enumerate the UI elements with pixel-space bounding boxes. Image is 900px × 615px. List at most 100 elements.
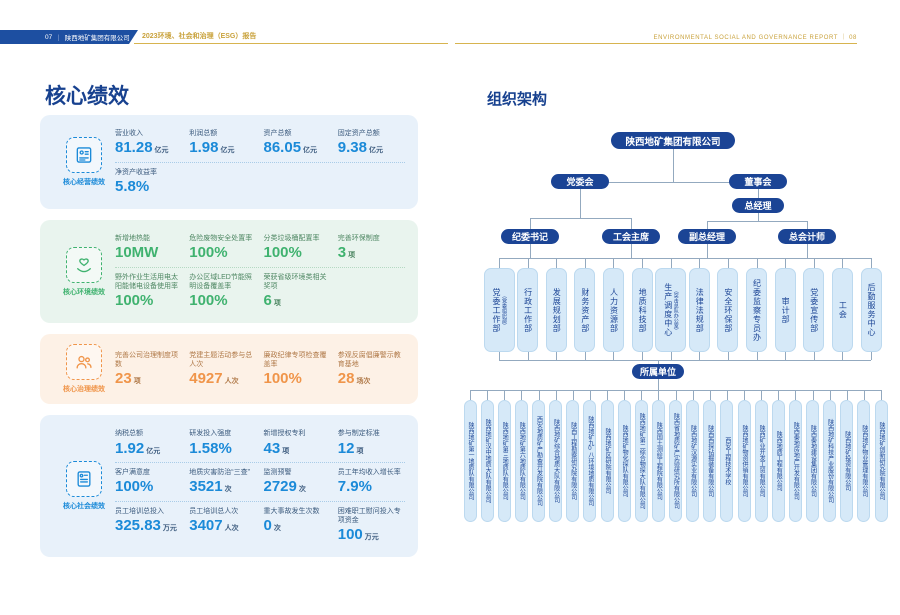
connector-line (727, 352, 729, 360)
stat-unit: 亿元 (368, 147, 383, 155)
connector-line (499, 258, 500, 268)
connector-line (499, 258, 871, 259)
header-divider: ｜ (55, 35, 62, 42)
org-department-name: 生产调度中心 (663, 283, 673, 337)
stat-value: 100% (263, 244, 302, 262)
org-department: 后勤服务中心 (860, 268, 882, 352)
stat-item: 新增授权专利 43 项 (264, 429, 331, 457)
kpi-card-label: 核心经营绩效 (63, 179, 105, 187)
connector-line (499, 352, 500, 360)
connector-line (829, 390, 831, 400)
org-subsidiary-name: 陕西地矿第二综合物探大队有限公司 (638, 413, 645, 509)
org-department: 人力资源部 (602, 268, 624, 352)
org-subsidiary: 陕西省地质矿产实验研究所有限公司 (669, 400, 682, 522)
org-subsidiary: 陕西地矿第二综合物探大队有限公司 (634, 400, 648, 522)
org-subsidiary: 陕西地矿汉源实业有限公司 (686, 400, 700, 522)
stat-label: 员工年均收入增长率 (337, 469, 401, 477)
org-subsidiary-name: 陕西地矿物业管理有限公司 (860, 425, 867, 497)
header-left-bar: 07 ｜ 陕西地矿集团有限公司 (0, 30, 138, 44)
org-department-name: 财务资产部 (580, 287, 590, 333)
connector-line (530, 218, 631, 219)
connector-line (589, 390, 591, 400)
stat-label: 监测预警 (263, 469, 292, 477)
kpi-card-icon-column: 核心经营绩效 (53, 125, 115, 199)
org-leader-3: 总会计师 (778, 229, 836, 244)
stat-unit: 项 (282, 447, 290, 455)
org-subsidiary: 陕西秦地建设集团有限公司 (806, 400, 819, 522)
connector-line (556, 258, 558, 268)
connector-line (624, 390, 626, 400)
stat-row: 野外作业生活用电太阳能储电设备使用率 100% 办公区域LED节能照明设备覆盖率 10… (115, 269, 405, 314)
connector-line (527, 258, 529, 268)
stat-label: 新增地热能 (115, 235, 150, 243)
connector-line (613, 352, 615, 360)
org-subsidiary-name: 陕西秦地建设集团有限公司 (809, 425, 816, 497)
connector-line (863, 390, 865, 400)
page-number-right: 08 (849, 34, 857, 41)
org-subsidiary-name: 陕西秦地房地产开发有限公司 (792, 422, 799, 500)
kpi-card-stats: 完善公司治理制度项数 23 项党建主题活动参与总人次 4927 人次 廉政纪律专项检查覆盖… (115, 344, 405, 394)
org-subsidiary-name: 陕西地质工程有限公司 (775, 431, 782, 491)
stat-item: 困难职工慰问投入专项资金 100 万元 (338, 507, 405, 544)
org-subsidiary: 西安地质矿产勘查开发院有限公司 (532, 400, 545, 522)
org-subsidiary-name: 陕西地矿投资有限公司 (843, 431, 850, 491)
stat-value: 1.98 亿元 (189, 139, 235, 157)
stat-value: 2729 次 (263, 478, 306, 496)
stat-item: 地质灾害防治“三查” 3521 次 (189, 468, 256, 496)
stat-value: 100 万元 (337, 525, 379, 543)
stat-label: 完善公司治理制度项数 (115, 352, 178, 369)
org-party-committee: 党委会 (551, 174, 609, 189)
org-department-name: 地质科技部 (638, 287, 648, 333)
org-subsidiary: 陕西地矿创新研究院有限公司 (874, 400, 888, 522)
org-subsidiary: 陕西地矿物业管理有限公司 (857, 400, 871, 522)
org-subsidiary: 陕西地矿区研院有限公司 (600, 400, 614, 522)
connector-line (499, 360, 871, 361)
stat-value: 9.38 亿元 (337, 139, 383, 157)
report-title-en-text: ENVIRONMENTAL SOCIAL AND GOVERNANCE REPO… (653, 34, 838, 41)
org-department: 地质科技部 (631, 268, 653, 352)
stat-label: 办公区域LED节能照明设备覆盖率 (189, 273, 252, 290)
org-subsidiary: 陕西矿业开发工贸有限公司 (754, 400, 768, 522)
stat-label: 参观反腐倡廉警示教育基地 (337, 352, 401, 369)
stat-item: 重大事故发生次数 0 次 (264, 507, 331, 544)
connector-line (807, 244, 808, 258)
org-subsidiary: 陕西地矿投资有限公司 (840, 400, 854, 522)
org-department: 审计部 (774, 268, 796, 352)
stat-item: 净资产收益率 5.8% (115, 168, 182, 196)
stat-item: 完善环保制度 3 项 (338, 234, 405, 262)
stat-label: 廉政纪律专项检查覆盖率 (263, 352, 327, 369)
stat-item: 办公区域LED节能照明设备覆盖率 100% (189, 273, 256, 310)
org-department-name: 党委工作部 (492, 287, 501, 333)
connector-line (785, 352, 787, 360)
stat-label: 固定资产总额 (337, 130, 380, 137)
stat-value: 100% (115, 291, 154, 309)
stat-item: 参与制定标准 12 项 (338, 429, 405, 457)
stat-label: 困难职工慰问投入专项资金 (337, 507, 401, 524)
stat-value: 10MW (115, 244, 159, 262)
stat-label: 危险废物安全处置率 (189, 235, 253, 243)
connector-line (871, 352, 872, 360)
org-subsidiary-name: 陕西地矿创新研究院有限公司 (878, 422, 884, 500)
kpi-card-label: 核心社会绩效 (63, 503, 105, 511)
stat-row: 营业收入 81.28 亿元 利润总额 1.98 亿元 资产总额 86.05 亿元 固定资产总额 9.… (115, 125, 405, 161)
stat-label: 员工培训总人次 (189, 507, 239, 515)
org-department-name: 工会 (838, 301, 848, 319)
connector-line (487, 390, 489, 400)
connector-line (761, 390, 763, 400)
stat-unit: 万元 (162, 524, 177, 532)
org-department: 党委工作部 （党委组织部） (483, 268, 515, 352)
connector-line (881, 390, 882, 400)
stat-value: 81.28 亿元 (115, 139, 169, 157)
org-subsidiary: 陕西地质工程有限公司 (771, 400, 785, 522)
stat-item: 完善公司治理制度项数 23 项 (115, 351, 182, 388)
stat-value: 3407 人次 (189, 516, 239, 534)
org-department: 安全环保部 (717, 268, 739, 352)
org-subsidiary-name: 陕西地矿第一地质队有限公司 (467, 422, 473, 500)
org-subsidiary: 陕西地矿第六地质队有限公司 (514, 400, 528, 522)
stat-item: 员工培训总人次 3407 人次 (189, 507, 256, 544)
org-leader-0: 纪委书记 (501, 229, 559, 244)
connector-line (758, 213, 759, 221)
stat-label: 党建主题活动参与总人次 (189, 352, 253, 369)
org-subsidiary-name: 陕西地矿物化探队有限公司 (621, 425, 628, 497)
org-subsidiary: 西安工程技术学校 (720, 400, 734, 522)
